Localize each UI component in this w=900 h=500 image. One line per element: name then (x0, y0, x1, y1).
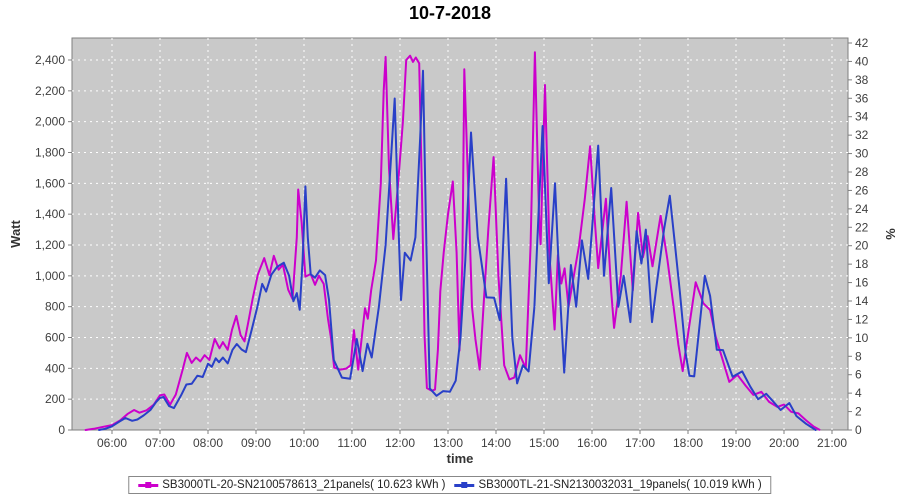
right-tick-label: 16 (855, 276, 869, 290)
left-tick-label: 1,000 (35, 269, 65, 283)
right-tick-label: 24 (855, 202, 869, 216)
right-tick-label: 30 (855, 147, 869, 161)
legend-item-series-0: SB3000TL-20-SN2100578613_21panels( 10.62… (138, 479, 446, 491)
right-tick-label: 40 (855, 54, 869, 68)
right-tick-label: 4 (855, 386, 862, 400)
left-tick-label: 400 (45, 361, 65, 375)
left-tick-label: 2,200 (35, 84, 65, 98)
right-tick-label: 0 (855, 423, 862, 437)
left-tick-label: 600 (45, 331, 65, 345)
x-tick-label: 20:00 (769, 436, 799, 450)
plot-svg: 02004006008001,0001,2001,4001,6001,8002,… (8, 36, 898, 466)
right-tick-label: 20 (855, 239, 869, 253)
right-tick-label: 26 (855, 183, 869, 197)
plot-area (71, 37, 849, 431)
left-tick-label: 1,600 (35, 176, 65, 190)
x-tick-label: 10:00 (289, 436, 319, 450)
right-tick-label: 6 (855, 368, 862, 382)
left-tick-label: 2,400 (35, 53, 65, 67)
left-tick-label: 1,200 (35, 238, 65, 252)
right-tick-label: 18 (855, 257, 869, 271)
right-tick-label: 42 (855, 36, 869, 50)
x-axis-title: time (447, 451, 474, 466)
x-tick-label: 17:00 (625, 436, 655, 450)
series-0-label: SB3000TL-20-SN2100578613_21panels( 10.62… (162, 479, 446, 491)
left-tick-label: 1,800 (35, 146, 65, 160)
right-tick-label: 28 (855, 165, 869, 179)
chart-title: 10-7-2018 (408, 3, 492, 23)
left-tick-label: 800 (45, 300, 65, 314)
x-tick-label: 16:00 (577, 436, 607, 450)
right-tick-label: 34 (855, 110, 869, 124)
x-tick-label: 08:00 (193, 436, 223, 450)
x-tick-label: 19:00 (721, 436, 751, 450)
series-1-label: SB3000TL-21-SN2130032031_19panels( 10.01… (478, 479, 762, 491)
x-tick-label: 21:00 (817, 436, 847, 450)
x-tick-label: 18:00 (673, 436, 703, 450)
right-tick-label: 38 (855, 73, 869, 87)
right-tick-label: 8 (855, 349, 862, 363)
x-tick-label: 06:00 (97, 436, 127, 450)
right-tick-label: 12 (855, 312, 869, 326)
left-tick-label: 2,000 (35, 115, 65, 129)
x-tick-label: 09:00 (241, 436, 271, 450)
right-tick-label: 2 (855, 405, 862, 419)
x-tick-label: 14:00 (481, 436, 511, 450)
x-tick-label: 15:00 (529, 436, 559, 450)
right-tick-label: 14 (855, 294, 869, 308)
series-0-line-swatch (138, 481, 159, 488)
legend: SB3000TL-20-SN2100578613_21panels( 10.62… (128, 476, 772, 494)
left-tick-label: 200 (45, 392, 65, 406)
y-axis-right-title: % (883, 228, 898, 240)
right-tick-label: 10 (855, 331, 869, 345)
x-tick-label: 13:00 (433, 436, 463, 450)
left-tick-label: 1,400 (35, 207, 65, 221)
x-tick-label: 07:00 (145, 436, 175, 450)
series-1-line-swatch (454, 481, 475, 488)
right-tick-label: 22 (855, 220, 869, 234)
right-tick-label: 32 (855, 128, 869, 142)
right-tick-label: 36 (855, 91, 869, 105)
left-tick-label: 0 (58, 423, 65, 437)
x-tick-label: 12:00 (385, 436, 415, 450)
y-axis-left-title: Watt (8, 219, 23, 247)
x-tick-label: 11:00 (337, 436, 366, 450)
legend-item-series-1: SB3000TL-21-SN2130032031_19panels( 10.01… (454, 479, 762, 491)
series-line-1 (98, 69, 817, 431)
